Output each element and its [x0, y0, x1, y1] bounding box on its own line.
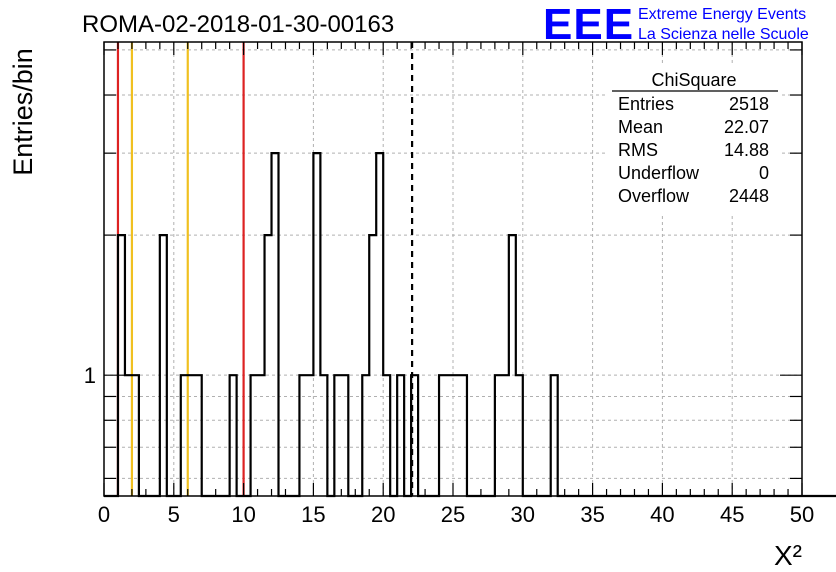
y-axis-label: Entries/bin [8, 48, 38, 176]
stats-label: Overflow [618, 186, 690, 206]
x-tick-label: 25 [441, 502, 465, 527]
x-tick-label: 0 [98, 502, 110, 527]
logo-line-1: Extreme Energy Events [638, 6, 806, 23]
x-tick-label: 15 [301, 502, 325, 527]
stats-label: Entries [618, 94, 674, 114]
y-tick-label: 1 [84, 363, 96, 388]
stats-label: RMS [618, 140, 658, 160]
x-tick-label: 35 [580, 502, 604, 527]
stats-value: 22.07 [724, 117, 769, 137]
x-tick-label: 50 [790, 502, 814, 527]
y-tick-labels: 1 [84, 363, 96, 388]
stats-label: Underflow [618, 163, 700, 183]
x-tick-label: 10 [231, 502, 255, 527]
x-tick-label: 5 [168, 502, 180, 527]
histogram-outline [104, 152, 836, 498]
eee-logo: EEE [543, 0, 634, 49]
x-tick-label: 20 [371, 502, 395, 527]
x-tick-labels: 0 5 10 15 20 25 30 35 40 45 50 [98, 502, 814, 527]
x-tick-label: 40 [650, 502, 674, 527]
x-tick-label: 30 [511, 502, 535, 527]
stats-value: 2448 [729, 186, 769, 206]
x-axis-label: X² [774, 540, 802, 571]
x-tick-label: 45 [720, 502, 744, 527]
stats-value: 14.88 [724, 140, 769, 160]
stats-value: 0 [759, 163, 769, 183]
stats-label: Mean [618, 117, 663, 137]
stats-box: ChiSquare Entries 2518 Mean 22.07 RMS 14.88 Un… [608, 64, 780, 214]
stats-value: 2518 [729, 94, 769, 114]
axis-ticks [103, 42, 803, 496]
stats-title: ChiSquare [651, 70, 736, 90]
chart-title: ROMA-02-2018-01-30-00163 [82, 11, 394, 38]
logo-line-2: La Scienza nelle Scuole [638, 26, 809, 43]
